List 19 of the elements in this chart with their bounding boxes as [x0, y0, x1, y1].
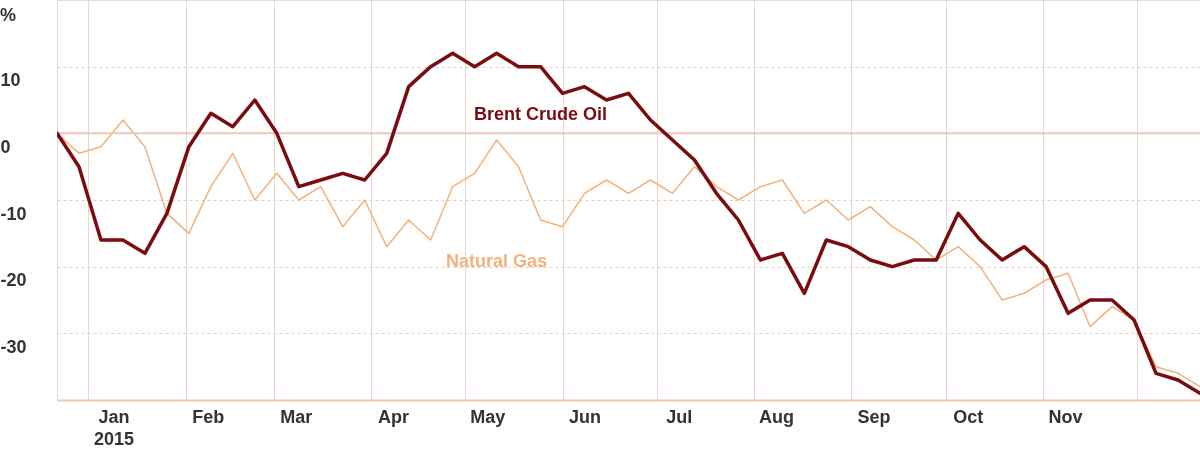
- y-tick-label: 10: [0, 70, 21, 91]
- x-tick-label: Jun: [569, 406, 602, 427]
- x-tick-label: Jan 2015: [94, 406, 135, 449]
- y-tick-label: -20: [0, 270, 27, 291]
- x-tick-label: May: [470, 406, 506, 427]
- x-tick-label: Feb: [192, 406, 225, 427]
- y-tick-label: -10: [0, 203, 27, 224]
- series-label: Brent Crude Oil: [474, 103, 608, 124]
- y-tick-label: 0: [0, 136, 11, 157]
- x-tick-label: Aug: [759, 406, 795, 427]
- y-axis-title: %: [0, 5, 17, 25]
- y-tick-label: -30: [0, 336, 27, 357]
- x-tick-label: Mar: [280, 406, 313, 427]
- x-tick-label: Sep: [857, 406, 891, 427]
- x-tick-label: Jul: [666, 406, 693, 427]
- series-label: Natural Gas: [446, 251, 548, 271]
- x-tick-label: Apr: [377, 406, 409, 427]
- x-tick-label: Nov: [1048, 406, 1083, 427]
- x-tick-label: Oct: [953, 406, 984, 427]
